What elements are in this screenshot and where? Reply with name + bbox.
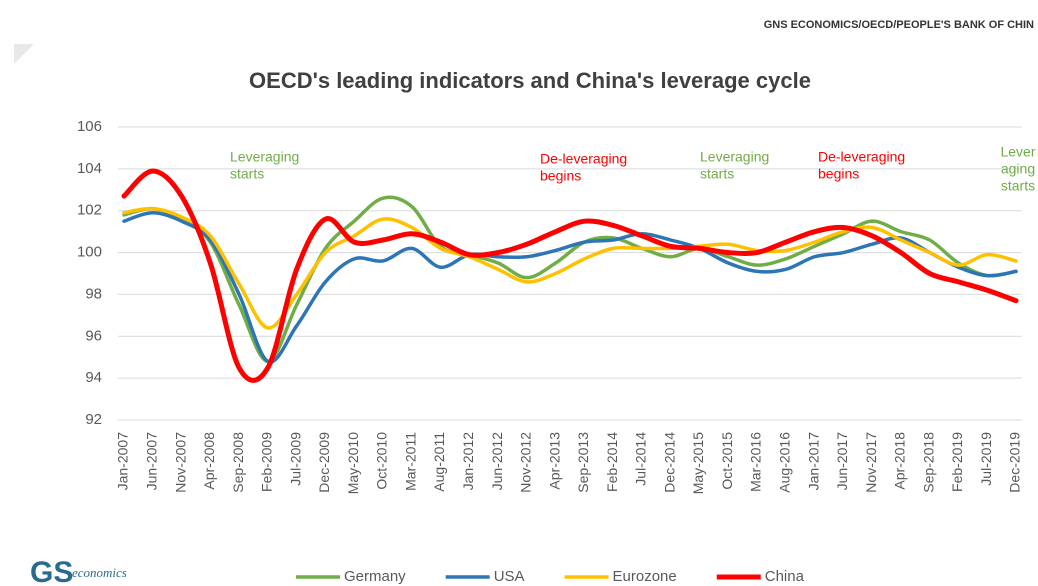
x-tick-label: Jul-2009 — [287, 432, 303, 486]
logo-mark: GS — [30, 556, 73, 586]
y-tick-label: 98 — [85, 285, 102, 302]
x-tick-label: Feb-2009 — [259, 432, 275, 492]
series-line — [122, 206, 1018, 330]
annotation: starts — [700, 166, 734, 182]
x-tick-label: Dec-2019 — [1007, 432, 1023, 493]
x-tick-label: Jan-2017 — [805, 432, 821, 491]
y-tick-label: 96 — [85, 327, 102, 344]
x-tick-label: Jun-2017 — [834, 432, 850, 491]
card-corner — [14, 44, 34, 64]
annotation: Lever — [1000, 144, 1035, 160]
x-tick-label: Apr-2013 — [546, 432, 562, 490]
annotation: aging — [1001, 161, 1035, 177]
source: GNS ECONOMICS/OECD/PEOPLE'S BANK OF CHIN — [764, 19, 1034, 31]
x-tick-label: Feb-2014 — [604, 432, 620, 492]
x-tick-label: Aug-2016 — [777, 432, 793, 493]
annotation: begins — [540, 168, 581, 184]
x-tick-label: May-2010 — [345, 432, 361, 494]
x-tick-label: Jan-2007 — [115, 432, 131, 491]
legend-label: China — [765, 568, 805, 585]
annotation: starts — [230, 166, 264, 182]
x-tick-label: Sep-2013 — [575, 432, 591, 493]
series-line — [121, 168, 1019, 383]
x-tick-label: Apr-2018 — [892, 432, 908, 490]
y-tick-label: 94 — [85, 369, 102, 386]
chart-title: OECD's leading indicators and China's le… — [249, 68, 811, 93]
x-tick-label: Mar-2011 — [402, 432, 418, 491]
y-tick-label: 100 — [77, 244, 102, 261]
x-tick-label: Oct-2010 — [374, 432, 390, 490]
x-tick-label: Sep-2008 — [230, 432, 246, 493]
annotation: begins — [818, 166, 859, 182]
x-tick-label: Jun-2012 — [489, 432, 505, 491]
annotation: Leveraging — [700, 149, 769, 165]
x-tick-label: Aug-2011 — [431, 432, 447, 492]
x-tick-label: Feb-2019 — [949, 432, 965, 492]
annotation: De-leveraging — [818, 149, 905, 165]
x-tick-label: Jan-2012 — [460, 432, 476, 491]
legend-label: Germany — [344, 568, 406, 585]
x-tick-label: May-2015 — [690, 432, 706, 494]
x-tick-label: Nov-2012 — [518, 432, 534, 493]
y-tick-label: 106 — [77, 118, 102, 135]
x-tick-label: Oct-2015 — [719, 432, 735, 490]
x-tick-label: Jul-2014 — [633, 432, 649, 486]
x-tick-label: Nov-2017 — [863, 432, 879, 493]
x-tick-label: Dec-2014 — [661, 432, 677, 493]
y-tick-label: 104 — [77, 160, 102, 177]
annotation: De-leveraging — [540, 151, 627, 167]
annotation: Leveraging — [230, 149, 299, 165]
y-tick-label: 102 — [77, 202, 102, 219]
x-tick-label: Dec-2009 — [316, 432, 332, 493]
x-tick-label: Jul-2019 — [978, 432, 994, 486]
legend-label: Eurozone — [613, 568, 677, 585]
x-tick-label: Jun-2007 — [143, 432, 159, 491]
y-tick-label: 92 — [85, 411, 102, 428]
x-tick-label: Mar-2016 — [748, 432, 764, 492]
legend-label: USA — [494, 568, 525, 585]
series-line — [122, 211, 1018, 364]
x-tick-label: Sep-2018 — [920, 432, 936, 493]
annotation: starts — [1001, 178, 1035, 194]
logo-word: economics — [72, 565, 127, 580]
x-tick-label: Nov-2007 — [172, 432, 188, 493]
x-tick-label: Apr-2008 — [201, 432, 217, 490]
